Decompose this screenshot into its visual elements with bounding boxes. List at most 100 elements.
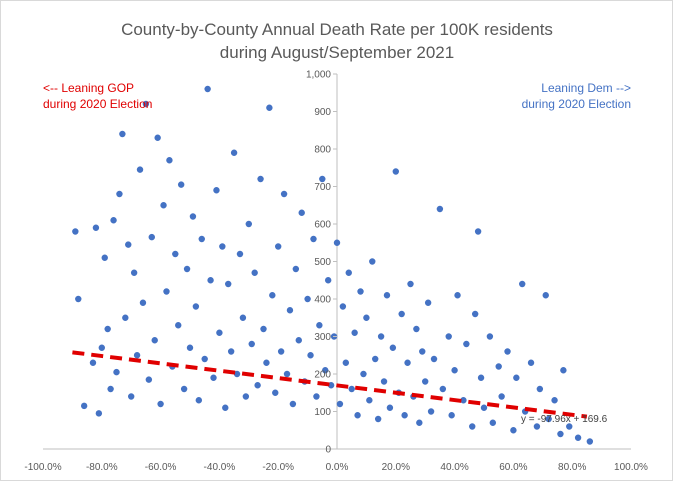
data-point <box>551 397 558 404</box>
data-point <box>460 397 467 404</box>
data-point <box>419 348 426 355</box>
data-point <box>357 288 364 295</box>
data-point <box>119 130 126 138</box>
data-point <box>383 292 391 299</box>
data-point <box>401 412 408 419</box>
data-point <box>366 397 373 404</box>
data-point <box>439 385 447 393</box>
data-point <box>166 157 173 164</box>
data-point <box>313 393 320 400</box>
trendline-group <box>72 350 588 419</box>
data-point <box>504 348 511 355</box>
data-point <box>430 355 438 363</box>
data-point <box>316 322 323 329</box>
data-point <box>230 149 238 156</box>
data-point <box>148 233 155 241</box>
data-point <box>322 367 329 374</box>
data-point <box>416 419 423 426</box>
data-point <box>542 292 549 299</box>
data-point <box>207 277 214 284</box>
data-point <box>201 355 208 363</box>
data-point <box>260 325 267 333</box>
x-tick-label: 20.0% <box>382 462 410 473</box>
data-point <box>175 322 182 329</box>
data-point <box>454 292 461 299</box>
data-point <box>172 250 179 258</box>
data-point <box>427 408 435 415</box>
data-point <box>474 228 482 235</box>
data-point <box>72 228 79 235</box>
data-point <box>292 265 300 273</box>
data-point <box>219 243 226 250</box>
data-point <box>160 202 167 209</box>
data-point <box>280 190 288 198</box>
data-point <box>295 337 302 344</box>
x-tick-label: 0.0% <box>326 462 349 473</box>
y-tick-label: 300 <box>314 332 331 343</box>
data-point <box>304 295 311 303</box>
y-tick-label: 100 <box>314 407 331 418</box>
data-point <box>254 382 261 389</box>
data-point <box>130 269 138 276</box>
data-point <box>136 166 144 173</box>
data-point <box>180 385 188 393</box>
data-point <box>422 378 429 385</box>
gop-annotation-line-2: during 2020 Election <box>43 97 152 111</box>
data-point <box>469 423 476 430</box>
data-point <box>257 175 264 183</box>
data-point <box>263 359 270 366</box>
data-point <box>339 303 347 310</box>
data-point <box>216 329 223 336</box>
data-point <box>233 370 241 378</box>
data-point <box>151 337 158 344</box>
data-point <box>145 376 153 383</box>
data-point <box>574 434 582 441</box>
data-point <box>157 400 164 408</box>
y-tick-label: 900 <box>314 107 331 118</box>
data-point <box>183 265 191 273</box>
x-tick-label: -80.0% <box>86 462 118 473</box>
data-point <box>519 280 526 288</box>
data-point <box>360 370 367 378</box>
data-point <box>89 359 97 366</box>
y-tick-label: 1,000 <box>306 70 331 81</box>
data-point <box>272 389 279 396</box>
data-points <box>72 85 594 445</box>
data-point <box>413 325 420 333</box>
x-tick-label: -100.0% <box>24 462 61 473</box>
x-tick-label: 100.0% <box>614 462 648 473</box>
data-point <box>163 288 170 295</box>
x-tick-label: 80.0% <box>558 462 586 473</box>
data-point <box>177 181 185 188</box>
data-point <box>480 404 488 411</box>
dem-annotation-line-2: during 2020 Election <box>522 97 631 111</box>
data-point <box>345 269 352 276</box>
data-point <box>283 370 291 378</box>
data-point <box>386 404 394 411</box>
data-point <box>286 307 294 314</box>
x-tick-label: -20.0% <box>262 462 294 473</box>
data-point <box>236 250 244 258</box>
chart-title: County-by-County Annual Death Rate per 1… <box>121 20 553 62</box>
data-point <box>92 224 100 231</box>
y-axis-ticks: 0 100 200 300 400 500 600 700 800 900 1,000 <box>306 70 337 456</box>
x-tick-label: 40.0% <box>440 462 468 473</box>
data-point <box>186 344 194 351</box>
data-point <box>189 213 197 220</box>
data-point <box>251 269 258 276</box>
chart-title-line-2: during August/September 2021 <box>220 43 454 62</box>
data-point <box>277 348 285 355</box>
data-point <box>404 359 411 366</box>
x-tick-label: 60.0% <box>499 462 527 473</box>
data-point <box>392 168 399 175</box>
data-point <box>398 310 405 318</box>
data-point <box>104 325 111 333</box>
trendline-equation: y = -97.96x + 169.6 <box>521 414 608 425</box>
data-point <box>451 367 458 374</box>
data-point <box>498 393 505 400</box>
x-tick-label: -40.0% <box>204 462 236 473</box>
data-point <box>533 423 541 430</box>
data-point <box>495 363 502 370</box>
data-point <box>192 303 200 310</box>
